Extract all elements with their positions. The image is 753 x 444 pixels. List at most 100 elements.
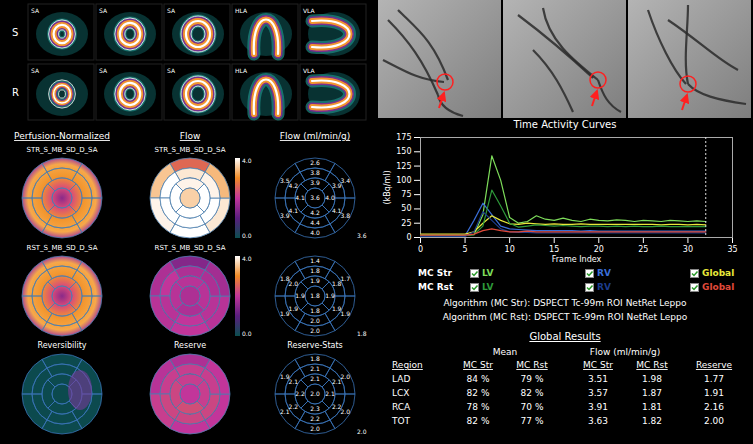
svg-text:5: 5 — [463, 245, 468, 254]
svg-text:3.6: 3.6 — [310, 194, 320, 201]
svg-text:20: 20 — [594, 245, 604, 254]
svg-text:3.4: 3.4 — [341, 177, 351, 184]
svg-text:2.2: 2.2 — [310, 415, 320, 422]
svg-text:150: 150 — [396, 147, 411, 156]
svg-text:2.1: 2.1 — [325, 390, 335, 397]
svg-text:0.0: 0.0 — [242, 330, 252, 337]
svg-text:3.9: 3.9 — [310, 179, 320, 186]
svg-text:77 %: 77 % — [521, 416, 544, 426]
svg-text:2.2: 2.2 — [332, 403, 342, 410]
svg-text:4.1: 4.1 — [289, 207, 299, 214]
svg-text:1.82: 1.82 — [642, 416, 662, 426]
svg-text:HLA: HLA — [235, 7, 248, 14]
svg-text:50: 50 — [401, 204, 411, 213]
svg-text:Reversibility: Reversibility — [37, 341, 86, 350]
svg-text:1.9: 1.9 — [332, 305, 342, 312]
svg-text:SA: SA — [167, 7, 176, 14]
svg-text:25: 25 — [401, 219, 411, 228]
svg-text:Reserve-Stats: Reserve-Stats — [287, 341, 342, 350]
svg-text:2.3: 2.3 — [310, 405, 320, 412]
svg-text:0: 0 — [406, 233, 411, 242]
svg-text:4.0: 4.0 — [325, 194, 335, 201]
svg-text:(kBq/ml): (kBq/ml) — [383, 170, 392, 204]
svg-text:2.1: 2.1 — [289, 378, 299, 385]
svg-text:MC Rst: MC Rst — [636, 360, 668, 370]
svg-text:RCA: RCA — [392, 402, 411, 412]
svg-text:2.0: 2.0 — [341, 408, 351, 415]
svg-text:1.87: 1.87 — [642, 388, 662, 398]
svg-text:82 %: 82 % — [521, 388, 544, 398]
svg-text:STR_S_MB_SD_D_SA: STR_S_MB_SD_D_SA — [155, 146, 226, 154]
svg-text:SA: SA — [99, 7, 108, 14]
svg-text:82 %: 82 % — [467, 416, 490, 426]
svg-text:HLA: HLA — [235, 67, 248, 74]
svg-text:Algorithm (MC Rst): DSPECT Tc-: Algorithm (MC Rst): DSPECT Tc-99m ROI Ne… — [443, 312, 688, 322]
svg-text:3.9: 3.9 — [332, 182, 342, 189]
svg-text:1.8: 1.8 — [357, 330, 367, 337]
svg-text:Flow (ml/min/g): Flow (ml/min/g) — [280, 131, 350, 141]
svg-text:RST_S_MB_SD_D_SA: RST_S_MB_SD_D_SA — [27, 244, 98, 252]
svg-text:175: 175 — [396, 133, 411, 142]
svg-text:SA: SA — [99, 67, 108, 74]
svg-text:2.0: 2.0 — [357, 428, 367, 435]
svg-text:3.57: 3.57 — [588, 388, 608, 398]
svg-text:0: 0 — [418, 245, 423, 254]
svg-text:2.0: 2.0 — [310, 317, 320, 324]
svg-text:R: R — [12, 87, 19, 98]
svg-text:VLA: VLA — [303, 7, 316, 14]
svg-text:25: 25 — [638, 245, 648, 254]
svg-text:STR_S_MB_SD_D_SA: STR_S_MB_SD_D_SA — [27, 146, 98, 154]
svg-text:2.2: 2.2 — [289, 403, 299, 410]
svg-text:10: 10 — [505, 245, 515, 254]
svg-text:1.9: 1.9 — [310, 277, 320, 284]
svg-text:79 %: 79 % — [521, 374, 544, 384]
svg-text:Flow (ml/min/g): Flow (ml/min/g) — [590, 347, 660, 357]
svg-text:2.1: 2.1 — [310, 375, 320, 382]
svg-text:1.8: 1.8 — [310, 292, 320, 299]
svg-text:4.1: 4.1 — [332, 207, 342, 214]
svg-text:2.2: 2.2 — [295, 390, 305, 397]
svg-text:Reserve: Reserve — [696, 360, 733, 370]
svg-text:Frame Index: Frame Index — [552, 255, 602, 264]
svg-text:2.1: 2.1 — [310, 365, 320, 372]
svg-text:2.16: 2.16 — [704, 402, 724, 412]
svg-text:4.4: 4.4 — [310, 219, 320, 226]
svg-text:1.8: 1.8 — [332, 280, 342, 287]
svg-text:3.63: 3.63 — [588, 416, 608, 426]
svg-text:100: 100 — [396, 176, 411, 185]
svg-text:1.8: 1.8 — [310, 307, 320, 314]
svg-text:SA: SA — [167, 67, 176, 74]
svg-text:1.7: 1.7 — [341, 275, 351, 282]
svg-text:1.4: 1.4 — [310, 257, 320, 264]
svg-text:MC Str: MC Str — [463, 360, 493, 370]
svg-text:SA: SA — [31, 67, 40, 74]
svg-text:Algorithm (MC Str): DSPECT Tc-: Algorithm (MC Str): DSPECT Tc-99m ROI Ne… — [443, 298, 687, 308]
svg-text:3.91: 3.91 — [588, 402, 608, 412]
svg-text:1.8: 1.8 — [310, 267, 320, 274]
svg-text:Reserve: Reserve — [174, 341, 206, 350]
svg-text:82 %: 82 % — [467, 388, 490, 398]
svg-text:Global Results: Global Results — [529, 331, 600, 342]
svg-text:MC Rst: MC Rst — [516, 360, 548, 370]
svg-text:2.00: 2.00 — [704, 416, 724, 426]
svg-text:3.8: 3.8 — [310, 169, 320, 176]
svg-text:1.91: 1.91 — [704, 388, 724, 398]
svg-text:1.81: 1.81 — [642, 402, 662, 412]
svg-text:2.1: 2.1 — [332, 378, 342, 385]
svg-text:2.0: 2.0 — [341, 373, 351, 380]
svg-text:Perfusion-Normalized: Perfusion-Normalized — [14, 131, 110, 141]
svg-text:4.0: 4.0 — [242, 157, 252, 164]
svg-text:35: 35 — [727, 245, 737, 254]
svg-text:RST_S_MB_SD_D_SA: RST_S_MB_SD_D_SA — [155, 244, 226, 252]
svg-text:VLA: VLA — [303, 67, 316, 74]
svg-text:78 %: 78 % — [467, 402, 490, 412]
svg-text:3.6: 3.6 — [357, 232, 367, 239]
svg-text:125: 125 — [396, 162, 411, 171]
svg-text:SA: SA — [31, 7, 40, 14]
svg-text:4.1: 4.1 — [295, 194, 305, 201]
svg-text:1.77: 1.77 — [704, 374, 724, 384]
svg-text:75: 75 — [401, 190, 411, 199]
svg-text:1.9: 1.9 — [341, 310, 351, 317]
svg-text:3.8: 3.8 — [341, 212, 351, 219]
svg-text:2.0: 2.0 — [289, 280, 299, 287]
